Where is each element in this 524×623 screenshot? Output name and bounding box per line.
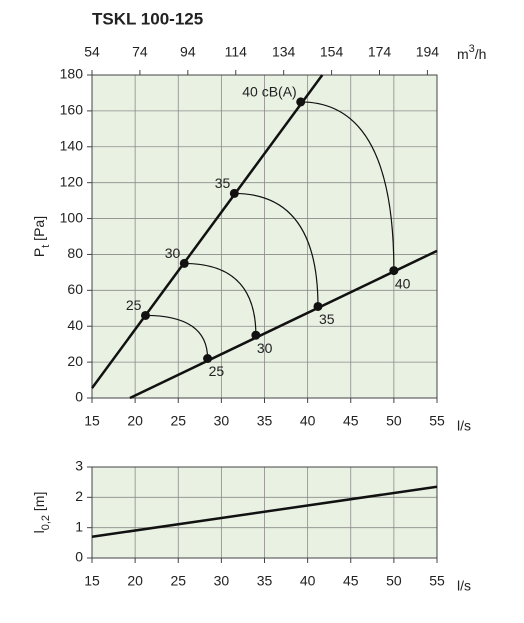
plot-frame — [91, 74, 438, 399]
y-axis-label-part: l — [31, 530, 47, 533]
sound-label: 25 — [209, 363, 225, 379]
x2-tick-label: 154 — [320, 44, 344, 60]
y-tick-label: 1 — [75, 518, 83, 534]
x-tick-label: 15 — [84, 413, 100, 429]
x-tick-label: 30 — [214, 413, 230, 429]
x-tick-label: 55 — [429, 573, 445, 589]
x-tick-label: 30 — [214, 573, 230, 589]
sound-label: 40 cB(A) — [242, 84, 296, 100]
y-axis-label-part: 0,2 — [40, 515, 52, 530]
sound-curve — [300, 101, 395, 271]
x2-axis-label-part: /h — [475, 46, 487, 62]
sound-label: 35 — [319, 311, 335, 327]
y-axis-label-part: P — [31, 248, 47, 257]
x-tick-label: 40 — [300, 413, 316, 429]
sound-point — [296, 97, 306, 107]
x-tick-label: 40 — [300, 573, 316, 589]
sound-label: 30 — [165, 245, 181, 261]
x-tick-label: 25 — [170, 573, 186, 589]
x2-tick-label: 134 — [272, 44, 296, 60]
x-tick-label: 35 — [257, 413, 273, 429]
x-tick-label: 55 — [429, 413, 445, 429]
sound-label: 30 — [257, 340, 273, 356]
x-tick-label: 45 — [343, 413, 359, 429]
y-tick-label: 140 — [60, 137, 84, 153]
sound-point — [313, 301, 323, 311]
x-tick-label: 35 — [257, 573, 273, 589]
y-axis-label-part: t — [40, 245, 52, 248]
x2-tick-label: 94 — [180, 44, 196, 60]
x2-axis-label-part: m — [457, 46, 469, 62]
sound-curve — [145, 314, 209, 359]
y-tick-label: 40 — [67, 317, 83, 333]
y-tick-label: 80 — [67, 245, 83, 261]
y-tick-label: 60 — [67, 281, 83, 297]
x-tick-label: 45 — [343, 573, 359, 589]
x-axis-label: l/s — [457, 578, 471, 594]
y-axis-label-part: [Pa] — [31, 216, 47, 245]
x-tick-label: 20 — [127, 573, 143, 589]
x2-axis-label-part: 3 — [469, 43, 475, 55]
series-line — [90, 74, 324, 389]
x-tick-label: 50 — [386, 573, 402, 589]
sound-label: 40 — [395, 275, 411, 291]
y-axis-label-part: [m] — [31, 492, 47, 515]
x-tick-label: 25 — [170, 413, 186, 429]
sound-point — [251, 330, 261, 340]
x2-tick-label: 194 — [416, 44, 440, 60]
x-tick-label: 20 — [127, 413, 143, 429]
series-line — [129, 249, 438, 400]
x-tick-label: 15 — [84, 573, 100, 589]
sound-curve — [184, 262, 257, 336]
plot-frame — [91, 466, 438, 559]
y-tick-label: 2 — [75, 488, 83, 504]
x-axis-label: l/s — [457, 418, 471, 434]
y-tick-label: 20 — [67, 353, 83, 369]
sound-curve — [234, 192, 319, 307]
x2-axis-label: m3/h — [457, 43, 486, 62]
y-tick-label: 0 — [75, 549, 83, 565]
sound-point — [140, 310, 150, 320]
y-tick-label: 3 — [75, 458, 83, 474]
y-tick-label: 0 — [75, 389, 83, 405]
sound-label: 25 — [126, 297, 142, 313]
sound-point — [179, 258, 189, 268]
sound-point — [229, 188, 239, 198]
y-tick-label: 180 — [60, 66, 84, 82]
chart-title: TSKL 100-125 — [92, 9, 203, 28]
series-line — [91, 485, 438, 539]
x2-tick-label: 174 — [368, 44, 392, 60]
y-tick-label: 100 — [60, 209, 84, 225]
sound-label: 35 — [215, 175, 231, 191]
sound-point — [389, 266, 399, 276]
x2-tick-label: 54 — [84, 44, 100, 60]
x2-tick-label: 74 — [132, 44, 148, 60]
y-tick-label: 120 — [60, 173, 84, 189]
sound-point — [203, 354, 213, 364]
x2-tick-label: 114 — [225, 44, 248, 60]
x-tick-label: 50 — [386, 413, 402, 429]
y-tick-label: 160 — [60, 102, 84, 118]
y-axis-label: Pt [Pa] — [31, 216, 52, 257]
y-axis-label: l0,2 [m] — [31, 492, 52, 534]
